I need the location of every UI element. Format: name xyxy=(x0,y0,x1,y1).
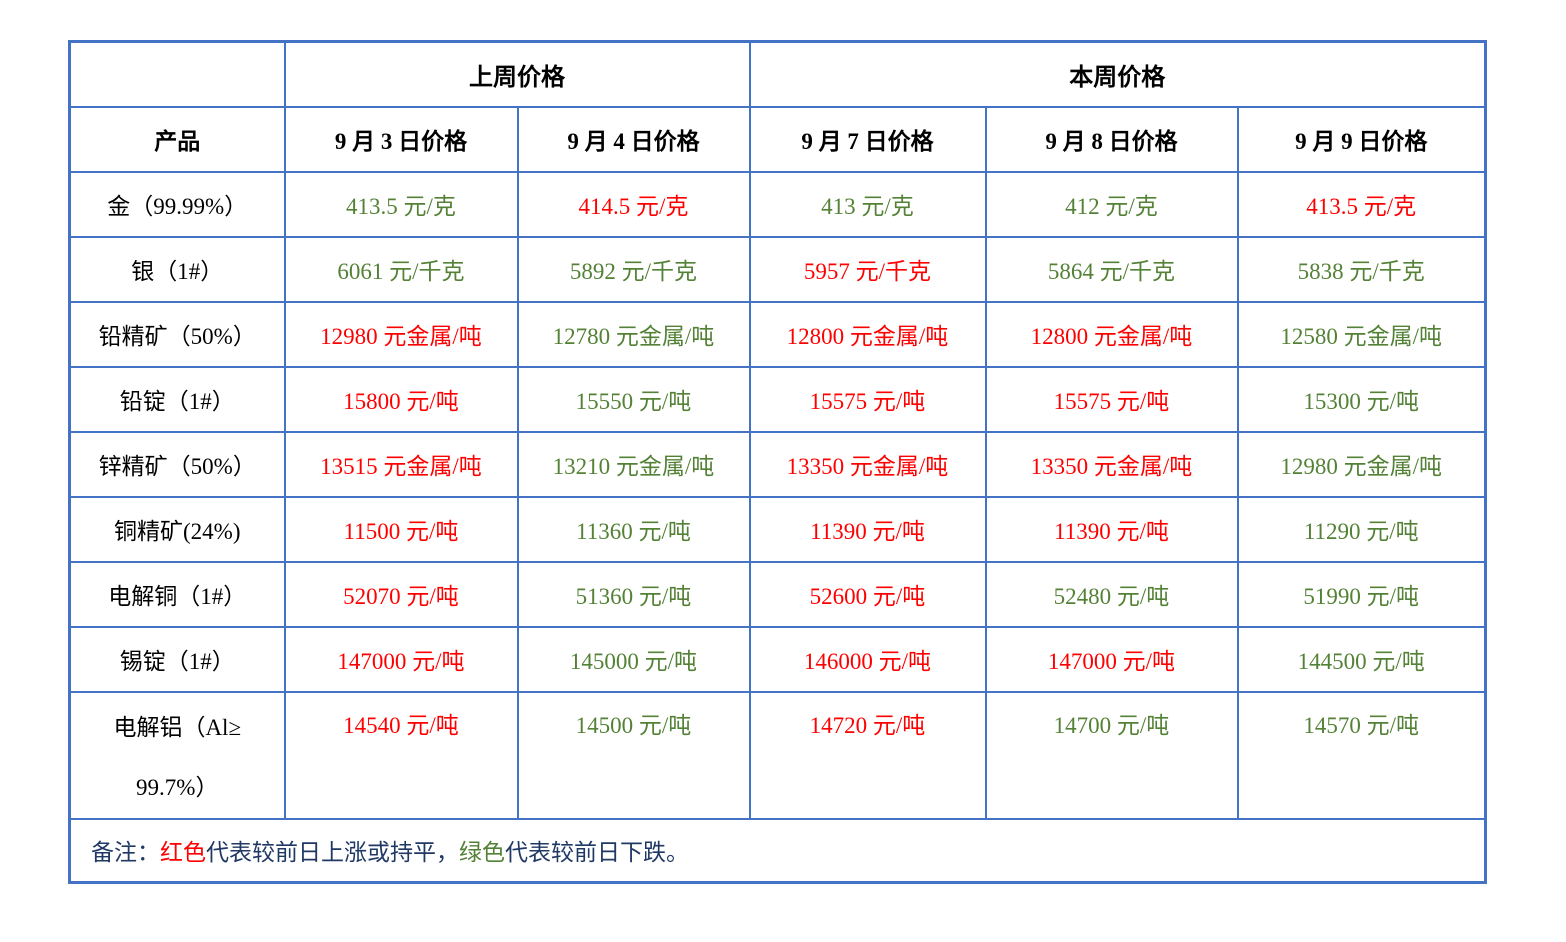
product-cell: 铜精矿(24%) xyxy=(68,495,286,563)
price-cell: 5957 元/千克 xyxy=(748,235,987,303)
price-cell: 15575 元/吨 xyxy=(748,365,987,433)
price-cell: 147000 元/吨 xyxy=(283,625,519,693)
price-cell: 11290 元/吨 xyxy=(1236,495,1487,563)
table-row: 铜精矿(24%) 11500 元/吨 11360 元/吨 11390 元/吨 11390… xyxy=(68,495,1487,563)
price-cell: 6061 元/千克 xyxy=(283,235,519,303)
price-cell: 13210 元金属/吨 xyxy=(516,430,751,498)
note-row: 备注：红色代表较前日上涨或持平，绿色代表较前日下跌。 xyxy=(68,817,1487,884)
price-cell: 12800 元金属/吨 xyxy=(984,300,1239,368)
price-cell: 14500 元/吨 xyxy=(516,690,751,820)
corner-cell xyxy=(68,40,286,108)
product-cell: 铅锭（1#） xyxy=(68,365,286,433)
price-cell: 13350 元金属/吨 xyxy=(748,430,987,498)
price-cell: 5864 元/千克 xyxy=(984,235,1239,303)
price-cell: 414.5 元/克 xyxy=(516,170,751,238)
price-cell: 13515 元金属/吨 xyxy=(283,430,519,498)
price-cell: 15550 元/吨 xyxy=(516,365,751,433)
metal-price-table: 上周价格 本周价格 产品 9 月 3 日价格 9 月 4 日价格 9 月 7 日… xyxy=(68,40,1487,884)
table-row: 铅锭（1#） 15800 元/吨 15550 元/吨 15575 元/吨 15575 元… xyxy=(68,365,1487,433)
price-cell: 413.5 元/克 xyxy=(283,170,519,238)
table-row: 电解铝（Al≥ 99.7%） 14540 元/吨 14500 元/吨 14720 元/吨… xyxy=(68,690,1487,820)
price-cell: 412 元/克 xyxy=(984,170,1239,238)
column-header-sep4: 9 月 4 日价格 xyxy=(516,105,751,173)
price-cell: 413.5 元/克 xyxy=(1236,170,1487,238)
table-row: 金（99.99%） 413.5 元/克 414.5 元/克 413 元/克 412 元/… xyxy=(68,170,1487,238)
note-cell: 备注：红色代表较前日上涨或持平，绿色代表较前日下跌。 xyxy=(68,817,1487,884)
column-header-sep9: 9 月 9 日价格 xyxy=(1236,105,1487,173)
price-cell: 15300 元/吨 xyxy=(1236,365,1487,433)
price-cell: 12800 元金属/吨 xyxy=(748,300,987,368)
price-cell: 52070 元/吨 xyxy=(283,560,519,628)
table-row: 铅精矿（50%） 12980 元金属/吨 12780 元金属/吨 12800 元金属/… xyxy=(68,300,1487,368)
product-cell: 银（1#） xyxy=(68,235,286,303)
price-cell: 51360 元/吨 xyxy=(516,560,751,628)
price-cell: 15800 元/吨 xyxy=(283,365,519,433)
table-row: 锌精矿（50%） 13515 元金属/吨 13210 元金属/吨 13350 元金属/… xyxy=(68,430,1487,498)
price-cell: 11390 元/吨 xyxy=(748,495,987,563)
price-cell: 144500 元/吨 xyxy=(1236,625,1487,693)
price-cell: 12980 元金属/吨 xyxy=(1236,430,1487,498)
group-header-last-week: 上周价格 xyxy=(283,40,751,108)
price-cell: 14540 元/吨 xyxy=(283,690,519,820)
price-cell: 12980 元金属/吨 xyxy=(283,300,519,368)
price-cell: 51990 元/吨 xyxy=(1236,560,1487,628)
price-cell: 13350 元金属/吨 xyxy=(984,430,1239,498)
price-cell: 15575 元/吨 xyxy=(984,365,1239,433)
note-segment: 代表较前日上涨或持平， xyxy=(206,840,459,866)
price-cell: 12580 元金属/吨 xyxy=(1236,300,1487,368)
product-cell: 铅精矿（50%） xyxy=(68,300,286,368)
price-cell: 12780 元金属/吨 xyxy=(516,300,751,368)
product-cell: 锌精矿（50%） xyxy=(68,430,286,498)
group-header-this-week: 本周价格 xyxy=(748,40,1487,108)
price-cell: 52480 元/吨 xyxy=(984,560,1239,628)
column-header-sep8: 9 月 8 日价格 xyxy=(984,105,1239,173)
product-cell: 锡锭（1#） xyxy=(68,625,286,693)
price-cell: 147000 元/吨 xyxy=(984,625,1239,693)
table-row: 电解铜（1#） 52070 元/吨 51360 元/吨 52600 元/吨 52480 … xyxy=(68,560,1487,628)
group-header-row: 上周价格 本周价格 xyxy=(68,40,1487,108)
table-row: 锡锭（1#） 147000 元/吨 145000 元/吨 146000 元/吨 1470… xyxy=(68,625,1487,693)
column-header-sep7: 9 月 7 日价格 xyxy=(748,105,987,173)
price-cell: 14720 元/吨 xyxy=(748,690,987,820)
product-cell: 电解铜（1#） xyxy=(68,560,286,628)
price-cell: 11390 元/吨 xyxy=(984,495,1239,563)
price-cell: 11360 元/吨 xyxy=(516,495,751,563)
product-label-line: 99.7%） xyxy=(136,774,219,800)
price-cell: 14570 元/吨 xyxy=(1236,690,1487,820)
note-segment: 备注： xyxy=(91,840,160,866)
product-cell: 电解铝（Al≥ 99.7%） xyxy=(68,690,286,820)
price-table-wrapper: 上周价格 本周价格 产品 9 月 3 日价格 9 月 4 日价格 9 月 7 日… xyxy=(68,40,1487,884)
note-segment: 红色 xyxy=(160,840,206,866)
table-row: 银（1#） 6061 元/千克 5892 元/千克 5957 元/千克 5864 元/千… xyxy=(68,235,1487,303)
note-segment: 代表较前日下跌。 xyxy=(505,840,689,866)
note-segment: 绿色 xyxy=(459,840,505,866)
price-cell: 14700 元/吨 xyxy=(984,690,1239,820)
column-header-row: 产品 9 月 3 日价格 9 月 4 日价格 9 月 7 日价格 9 月 8 日… xyxy=(68,105,1487,173)
table-body: 金（99.99%） 413.5 元/克 414.5 元/克 413 元/克 412 元/… xyxy=(68,170,1487,820)
column-header-product: 产品 xyxy=(68,105,286,173)
price-cell: 11500 元/吨 xyxy=(283,495,519,563)
price-cell: 145000 元/吨 xyxy=(516,625,751,693)
column-header-sep3: 9 月 3 日价格 xyxy=(283,105,519,173)
price-cell: 146000 元/吨 xyxy=(748,625,987,693)
price-cell: 52600 元/吨 xyxy=(748,560,987,628)
product-label-line: 电解铝（Al≥ xyxy=(113,714,242,740)
price-cell: 5838 元/千克 xyxy=(1236,235,1487,303)
price-cell: 5892 元/千克 xyxy=(516,235,751,303)
price-cell: 413 元/克 xyxy=(748,170,987,238)
product-cell: 金（99.99%） xyxy=(68,170,286,238)
